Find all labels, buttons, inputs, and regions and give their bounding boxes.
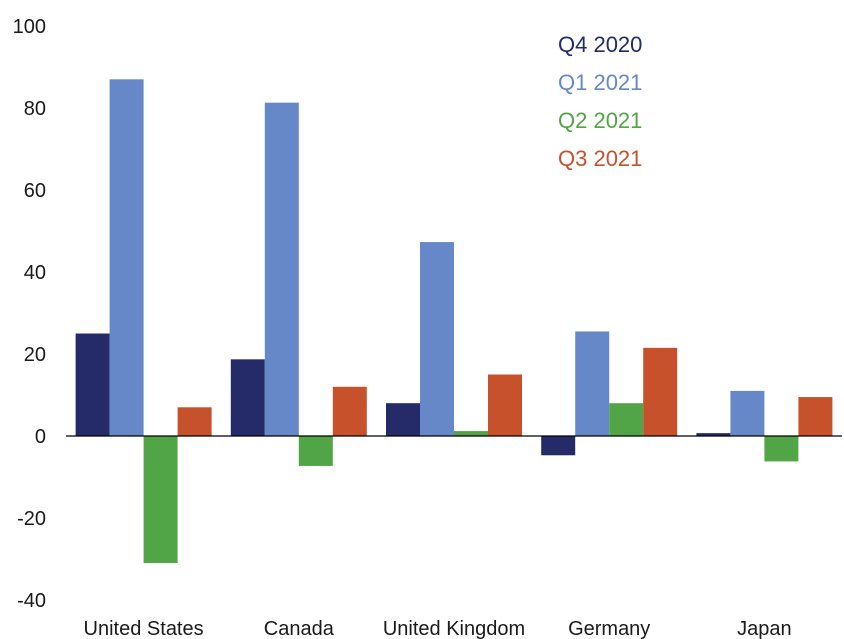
x-tick-label: United Kingdom <box>383 618 525 639</box>
y-tick-label: 20 <box>24 344 46 366</box>
bar-germany-q1-2021 <box>575 331 610 436</box>
bar-germany-q2-2021 <box>609 403 644 436</box>
bar-united-kingdom-q1-2021 <box>420 242 454 436</box>
bar-japan-q1-2021 <box>730 390 765 436</box>
x-tick-label: Japan <box>737 618 792 639</box>
legend-entry: Q1 2021 <box>558 70 642 95</box>
y-tick-label: -40 <box>17 590 46 612</box>
legend-entry: Q3 2021 <box>558 146 642 171</box>
bar-united-kingdom-q4-2020 <box>386 403 420 436</box>
y-tick-label: 100 <box>13 16 46 38</box>
y-tick-label: 60 <box>24 180 46 202</box>
bar-canada-q2-2021 <box>298 436 333 466</box>
bar-japan-q4-2020 <box>696 433 731 436</box>
x-tick-label: Canada <box>264 618 335 639</box>
legend: Q4 2020 Q1 2021 Q2 2021 Q3 2021 <box>558 32 642 171</box>
y-tick-label: 80 <box>24 98 46 120</box>
legend-entry: Q2 2021 <box>558 108 642 133</box>
bar-united-states-q2-2021 <box>143 436 178 564</box>
bar-canada-q4-2020 <box>230 359 265 436</box>
y-tick-label: 0 <box>35 426 46 448</box>
y-tick-label: 40 <box>24 262 46 284</box>
bar-canada-q1-2021 <box>264 102 299 437</box>
bar-canada-q3-2021 <box>332 386 367 436</box>
bar-united-kingdom-q3-2021 <box>488 374 522 436</box>
bar-japan-q3-2021 <box>798 397 833 436</box>
bar-united-states-q4-2020 <box>75 333 110 436</box>
x-tick-label: United States <box>84 618 204 639</box>
y-axis: 100 80 60 40 20 0 -20 -40 <box>13 16 46 612</box>
bar-united-kingdom-q2-2021 <box>454 431 488 436</box>
legend-entry: Q4 2020 <box>558 32 642 57</box>
y-tick-label: -20 <box>17 508 46 530</box>
bar-united-states-q3-2021 <box>177 407 212 436</box>
bars <box>75 79 833 564</box>
bar-japan-q2-2021 <box>764 436 799 462</box>
x-axis: United States Canada United Kingdom Germany… <box>84 618 792 639</box>
x-tick-label: Germany <box>568 618 650 639</box>
bar-united-states-q1-2021 <box>109 79 144 437</box>
bar-germany-q3-2021 <box>643 347 678 436</box>
bar-germany-q4-2020 <box>541 436 576 456</box>
